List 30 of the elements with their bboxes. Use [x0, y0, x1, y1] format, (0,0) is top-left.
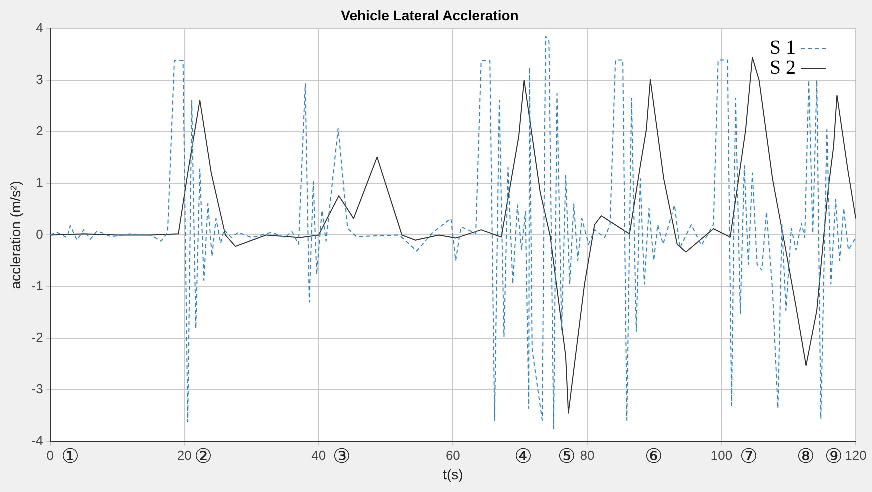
x-axis-title: t(s): [443, 466, 464, 482]
text: ⑨: [825, 444, 844, 468]
x-tick-label: 80: [580, 448, 595, 463]
y-tick-label: 3: [36, 72, 44, 87]
text: ⑤: [558, 444, 576, 468]
y-tick-label: 2: [36, 124, 44, 139]
y-tick-label: 0: [36, 226, 44, 242]
x-tick-label: 100: [710, 448, 733, 463]
y-tick-label: -3: [32, 382, 44, 397]
y-tick-label: -2: [32, 330, 44, 345]
x-tick-label: 120: [845, 448, 867, 463]
y-tick-label: 4: [36, 20, 44, 36]
text: ③: [333, 444, 351, 468]
text: ⑧: [797, 444, 816, 468]
legend-label: S 2: [770, 57, 796, 80]
chart-title: Vehicle Lateral Accleration: [341, 7, 519, 24]
x-tick-label: 20: [177, 448, 192, 463]
x-tick-label: 60: [446, 448, 460, 463]
text: ⑦: [740, 444, 758, 468]
legend-label: S 1: [770, 37, 796, 60]
y-tick-label: 1: [36, 175, 44, 190]
text: ⑥: [644, 444, 663, 468]
x-tick-label: 0: [46, 448, 54, 463]
text: ②: [194, 444, 212, 468]
y-tick-label: -1: [32, 278, 44, 294]
y-axis-title: accleration (m/s²): [7, 181, 24, 290]
x-tick-label: 40: [312, 448, 326, 463]
y-tick-label: -4: [32, 433, 44, 448]
text: ④: [514, 444, 532, 468]
text: ①: [62, 444, 80, 468]
